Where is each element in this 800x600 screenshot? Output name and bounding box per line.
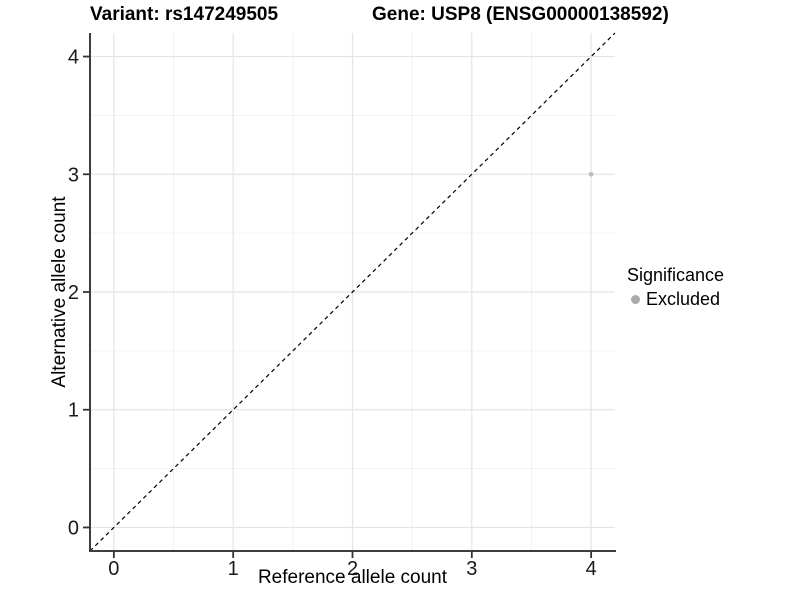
x-axis-title: Reference allele count — [257, 567, 448, 588]
plot-title-gene: Gene: USP8 (ENSG00000138592) — [372, 4, 669, 25]
plot-title-variant: Variant: rs147249505 — [90, 4, 279, 25]
y-tick-label: 3 — [68, 164, 79, 186]
legend-item-excluded: Excluded — [631, 288, 724, 310]
excluded-marker-icon — [631, 294, 640, 304]
x-tick-label: 1 — [228, 558, 239, 580]
y-tick-label: 2 — [68, 282, 79, 304]
x-tick-label: 3 — [466, 558, 477, 580]
identity-dashed-line — [89, 32, 616, 552]
y-tick-label: 4 — [68, 47, 79, 69]
y-axis-title: Alternative allele count — [49, 196, 70, 388]
x-tick-label: 0 — [108, 558, 119, 580]
x-tick-label: 4 — [586, 558, 597, 580]
y-tick-label: 1 — [68, 400, 79, 422]
legend: Significance Excluded — [627, 263, 724, 310]
data-point — [588, 171, 594, 177]
legend-title: Significance — [627, 265, 725, 285]
y-tick-label: 0 — [68, 517, 79, 539]
legend-item-label: Excluded — [646, 289, 721, 309]
x-tick-label: 2 — [347, 558, 358, 580]
